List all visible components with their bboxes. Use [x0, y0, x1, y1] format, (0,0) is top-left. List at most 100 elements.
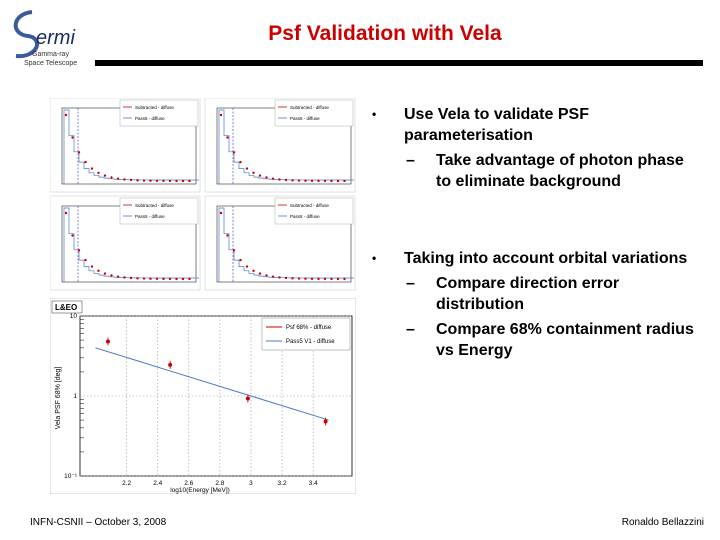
- mini-data-point: [330, 277, 333, 281]
- mini-legend-label: Subtracted - diffuse: [290, 203, 329, 208]
- mini-data-point: [323, 179, 327, 183]
- slide-title: Psf Validation with Vela: [268, 22, 502, 45]
- psf-chart-svg: L&EO 2.2 2.4 2.6 2.8 3 3.2 3.4 10⁻¹ 1 10 Psf 68% …: [49, 297, 357, 495]
- mini-data-point: [90, 167, 94, 170]
- mini-data-point: [175, 277, 178, 281]
- legend-label-points: Psf 68% - diffuse: [286, 325, 332, 331]
- bullet-item-2: • Taking into account orbital variations…: [372, 248, 702, 361]
- y-tick-label: 1: [73, 393, 77, 400]
- mini-data-point: [149, 277, 152, 280]
- sub-bullet: – Compare direction error distribution: [406, 275, 620, 313]
- mini-data-point: [116, 177, 120, 180]
- mini-plot: Subtracted - diffuse Pass5 - diffuse: [204, 195, 356, 291]
- data-point: [168, 362, 173, 367]
- mini-data-point: [71, 234, 74, 237]
- mini-plot: Subtracted - diffuse Pass5 - diffuse: [49, 195, 201, 291]
- sub-bullet: – Compare 68% containment radius vs Energ…: [406, 321, 694, 359]
- mini-data-point: [336, 179, 340, 183]
- sub-bullet: – Take advantage of photon phase to elimi…: [406, 152, 684, 190]
- mini-data-point: [317, 179, 320, 183]
- x-tick-label: 2.4: [153, 480, 162, 487]
- x-tick-label: 3.2: [278, 480, 287, 487]
- mini-data-point: [188, 179, 191, 183]
- mini-data-point: [284, 276, 288, 280]
- mini-legend-label: Pass5 - diffuse: [290, 214, 320, 219]
- x-axis-label: log10(Energy [MeV]): [170, 487, 230, 494]
- mini-data-point: [323, 277, 327, 281]
- mini-data-point: [219, 113, 223, 117]
- mini-data-point: [84, 258, 87, 262]
- mini-legend-label: Subtracted - diffuse: [290, 105, 329, 110]
- mini-histogram: [63, 109, 199, 184]
- mini-data-point: [162, 277, 165, 281]
- bullet-dot: •: [372, 107, 377, 121]
- mini-data-point: [155, 179, 159, 183]
- mini-data-point: [188, 277, 191, 281]
- x-tick-label: 3: [249, 480, 253, 487]
- x-tick-label: 2.2: [122, 480, 131, 487]
- mini-data-point: [129, 178, 133, 182]
- sub-bullet-text: Take advantage of photon phase to elimin…: [436, 152, 684, 190]
- mini-data-point: [110, 176, 113, 179]
- mini-data-point: [297, 179, 301, 182]
- chart-badge-box: [51, 300, 83, 314]
- y-tick-label: 10⁻¹: [64, 473, 78, 480]
- logo-tagline-1: Gamma-ray: [32, 51, 69, 58]
- mini-plot: Subtracted - diffuse Pass5 - diffuse: [204, 97, 356, 193]
- mini-data-point: [265, 274, 268, 277]
- mini-data-point: [97, 171, 100, 174]
- chart-badge: L&EO: [55, 303, 77, 312]
- mini-data-point: [245, 265, 249, 268]
- bullet-text: Taking into account orbital variations: [404, 250, 688, 267]
- sub-bullet-text: Compare direction error distribution: [436, 275, 620, 313]
- mini-data-point: [136, 277, 139, 280]
- bullet-dot: •: [372, 251, 377, 265]
- mini-data-point: [310, 277, 314, 281]
- mini-legend: [119, 99, 199, 127]
- data-point: [323, 419, 328, 424]
- mini-data-point: [181, 277, 185, 281]
- logo-tagline-2: Space Telescope: [24, 60, 77, 67]
- mini-plots-svg: Subtracted - diffuse Pass5 - diffuse Subtr…: [49, 97, 356, 291]
- fermi-logo: ermi Gamma-ray Space Telescope: [4, 4, 94, 76]
- mini-data-point: [129, 276, 133, 280]
- mini-data-point: [271, 177, 275, 180]
- mini-data-point: [252, 171, 255, 174]
- mini-data-point: [77, 151, 81, 154]
- mini-data-point: [123, 276, 126, 279]
- mini-legend-label: Subtracted - diffuse: [135, 105, 174, 110]
- mini-data-point: [245, 167, 249, 170]
- series-line-pass5: [95, 347, 329, 421]
- mini-data-point: [123, 178, 126, 181]
- y-axis-label: Vela PSF 68% [deg]: [55, 367, 62, 430]
- y-tick-label: 10: [70, 313, 78, 320]
- mini-data-point: [330, 179, 333, 183]
- bullet-item-1: • Use Vela to validate PSF parameterisat…: [372, 104, 702, 192]
- footer-right: Ronaldo Bellazzini: [621, 517, 704, 528]
- mini-data-point: [162, 179, 165, 183]
- mini-data-point: [343, 179, 346, 183]
- mini-legend: [119, 197, 199, 225]
- mini-legend-label: Subtracted - diffuse: [135, 203, 174, 208]
- mini-data-point: [258, 174, 262, 177]
- data-point: [245, 396, 250, 401]
- mini-data-point: [149, 179, 152, 182]
- mini-data-point: [278, 178, 281, 181]
- mini-data-point: [284, 178, 288, 182]
- mini-data-point: [181, 179, 185, 183]
- mini-data-point: [90, 265, 94, 268]
- mini-plot: Subtracted - diffuse Pass5 - diffuse: [49, 97, 201, 193]
- mini-legend: [274, 99, 354, 127]
- logo-wordmark: ermi: [36, 27, 75, 49]
- sub-bullet-text: Compare 68% containment radius vs Energy: [436, 321, 694, 359]
- mini-data-point: [297, 277, 301, 280]
- mini-data-point: [142, 179, 146, 182]
- mini-data-point: [317, 277, 320, 281]
- x-tick-label: 3.4: [309, 480, 318, 487]
- mini-data-point: [103, 174, 107, 177]
- mini-data-point: [64, 211, 68, 215]
- mini-data-point: [110, 274, 113, 277]
- mini-data-point: [304, 179, 307, 182]
- mini-data-point: [64, 113, 68, 117]
- mini-histogram: [218, 207, 354, 282]
